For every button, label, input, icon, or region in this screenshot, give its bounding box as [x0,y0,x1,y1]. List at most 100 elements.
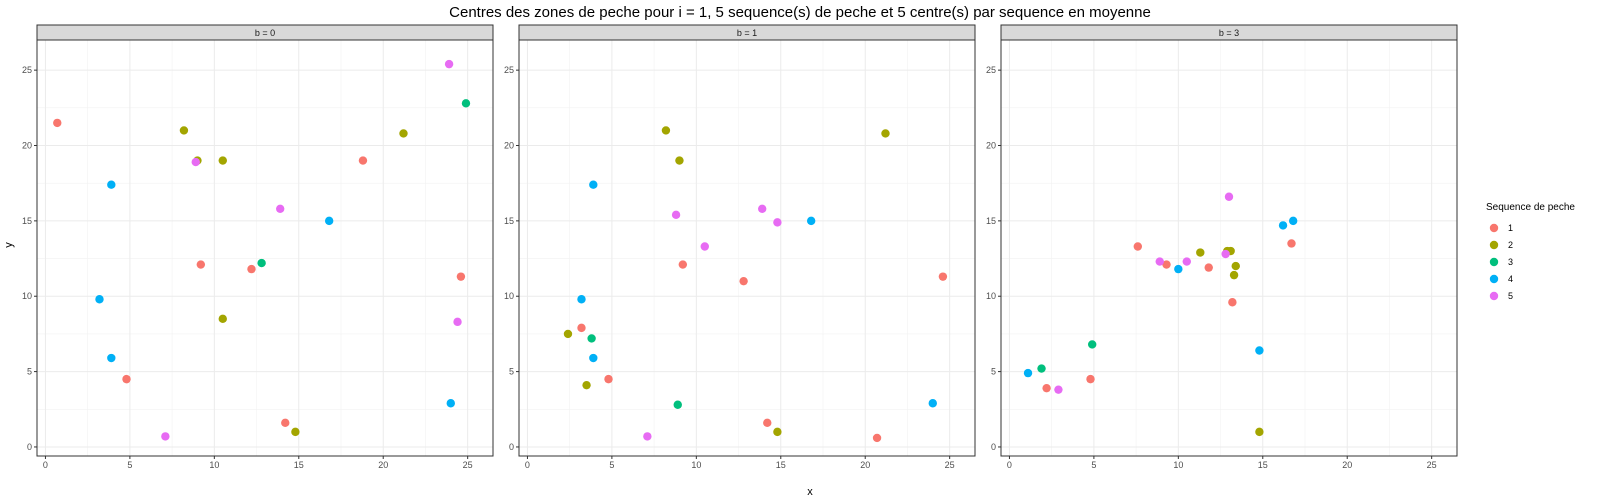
facet-panel: b = 1 0 5 10 15 20 25 0 5 10 15 20 25 [504,24,976,470]
facet-panel: b = 0 0 5 10 15 20 25 0 5 10 15 20 25 [22,24,494,470]
facet-strip-label: b = 1 [737,28,757,38]
x-tick-label: 5 [127,460,132,470]
x-tick-label: 25 [945,460,955,470]
scatter-point-seq-4 [806,216,816,226]
scatter-point-seq-4 [95,295,104,304]
x-tick-label: 0 [43,460,48,470]
y-tick-label: 20 [22,141,32,151]
x-tick-label: 20 [378,460,388,470]
scatter-point-seq-5 [1224,192,1234,201]
y-tick-label: 10 [986,291,996,301]
scatter-point-seq-1 [196,260,206,269]
chart-title: Centres des zones de peche pour i = 1, 5… [449,4,1151,21]
scatter-point-seq-4 [324,216,334,226]
y-tick-label: 0 [991,442,996,452]
panel-border [1000,39,1458,457]
x-tick-label: 25 [463,460,473,470]
legend-label: 4 [1508,274,1513,284]
legend-label: 5 [1508,291,1513,301]
scatter-point-seq-4 [928,399,937,408]
scatter-point-seq-3 [1088,340,1097,349]
y-tick-label: 20 [986,141,996,151]
legend-label: 1 [1508,223,1513,233]
scatter-point-seq-1 [604,374,613,384]
scatter-point-seq-1 [281,418,290,428]
legend-key-seq-3 [1489,257,1499,267]
x-tick-label: 10 [209,460,219,470]
x-tick-label: 20 [1342,460,1352,470]
scatter-point-seq-2 [1255,427,1264,437]
scatter-point-seq-2 [1196,248,1205,257]
scatter-point-seq-2 [1229,270,1239,280]
scatter-point-seq-2 [1231,261,1240,271]
scatter-point-seq-4 [446,399,455,408]
scatter-point-seq-2 [881,129,890,138]
scatter-point-seq-1 [577,323,586,333]
legend-label: 2 [1508,240,1513,250]
scatter-point-seq-2 [582,380,591,390]
x-tick-label: 25 [1427,460,1437,470]
scatter-point-seq-2 [291,427,300,437]
scatter-point-seq-1 [1204,263,1213,272]
y-tick-label: 5 [27,367,32,377]
legend-key-seq-1 [1489,223,1499,233]
scatter-point-seq-4 [1174,264,1183,274]
legend: Sequence de peche 1 2 3 4 5 [1486,202,1575,301]
scatter-point-seq-2 [179,126,189,135]
scatter-point-seq-4 [107,353,116,363]
scatter-point-seq-5 [1155,257,1164,266]
scatter-point-seq-2 [218,314,227,324]
scatter-point-seq-3 [257,258,266,268]
panel-border [518,39,976,457]
scatter-point-seq-1 [1042,383,1051,393]
legend-title: Sequence de peche [1486,202,1575,213]
x-tick-label: 10 [1173,460,1183,470]
scatter-point-seq-1 [1133,242,1143,251]
scatter-point-seq-2 [563,329,573,339]
scatter-point-seq-5 [671,210,681,220]
scatter-point-seq-3 [1037,364,1046,373]
scatter-point-seq-3 [587,334,596,343]
scatter-point-seq-5 [1221,249,1230,259]
scatter-point-seq-4 [1023,368,1033,378]
y-tick-label: 25 [504,65,514,75]
scatter-point-seq-2 [661,126,671,135]
scatter-point-seq-5 [161,432,170,441]
x-tick-label: 15 [1258,460,1268,470]
scatter-point-seq-1 [456,272,466,281]
x-tick-label: 10 [691,460,701,470]
y-axis-title: y [3,242,15,248]
x-tick-label: 20 [860,460,870,470]
x-tick-label: 15 [776,460,786,470]
y-tick-label: 20 [504,141,514,151]
scatter-point-seq-5 [276,204,285,214]
scatter-point-seq-3 [673,400,682,409]
y-tick-label: 15 [504,216,514,226]
y-tick-label: 10 [504,291,514,301]
scatter-point-seq-5 [444,59,454,69]
y-tick-label: 5 [509,367,514,377]
facet-panel: b = 3 0 5 10 15 20 25 0 5 10 15 20 25 [986,24,1458,470]
scatter-point-seq-4 [577,295,586,304]
scatter-point-seq-4 [107,180,116,189]
scatter-point-seq-1 [739,276,748,286]
legend-label: 3 [1508,257,1513,267]
panel-border [36,39,494,457]
scatter-point-seq-5 [191,157,200,167]
y-tick-label: 15 [22,216,32,226]
scatter-point-seq-5 [758,204,767,214]
scatter-point-seq-4 [1278,221,1288,230]
scatter-point-seq-1 [872,433,882,443]
scatter-point-seq-4 [1288,216,1298,226]
scatter-point-seq-2 [218,156,227,165]
scatter-point-seq-4 [589,180,598,189]
scatter-point-seq-1 [53,118,62,128]
x-tick-label: 5 [609,460,614,470]
scatter-point-seq-3 [461,99,471,108]
scatter-point-seq-1 [247,264,256,274]
scatter-point-seq-1 [1287,239,1296,248]
legend-key-seq-2 [1489,240,1499,250]
y-tick-label: 25 [986,65,996,75]
y-tick-label: 0 [509,442,514,452]
scatter-point-seq-5 [643,432,652,441]
